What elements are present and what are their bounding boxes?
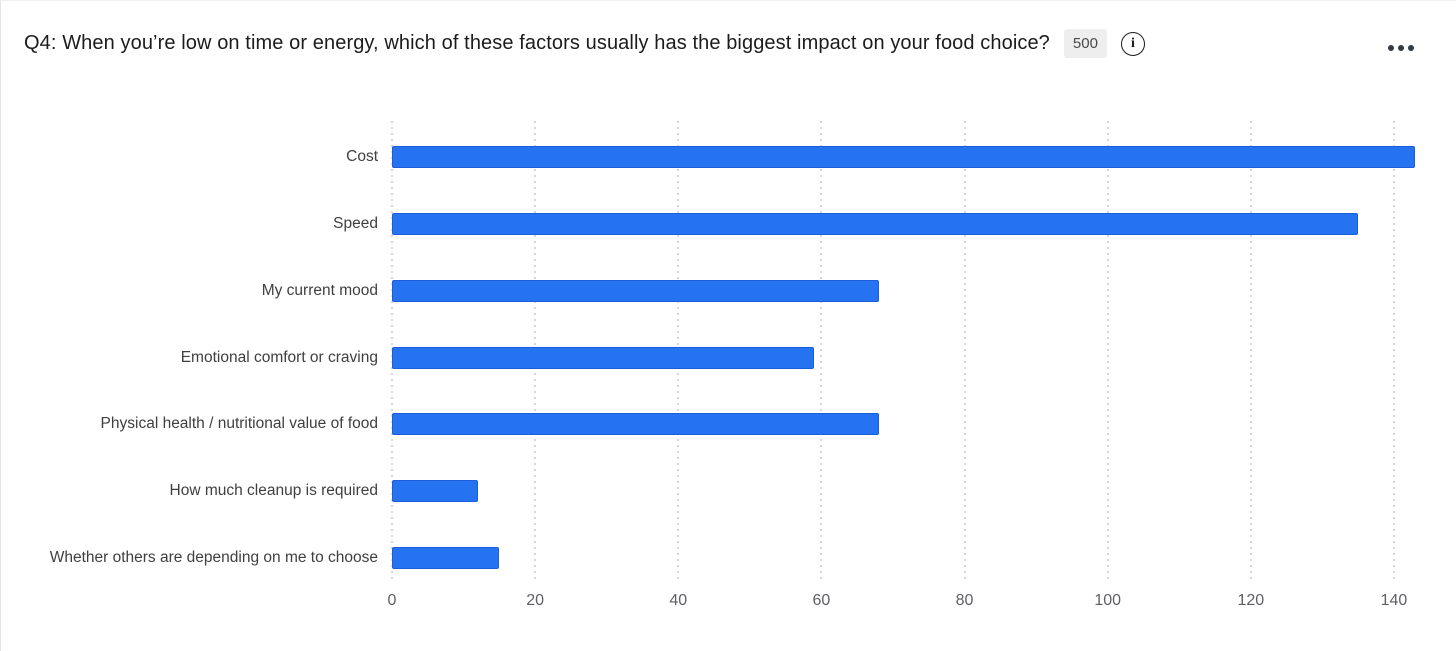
x-tick-label-80: 80 [955, 592, 974, 609]
more-options-button[interactable] [1384, 41, 1418, 55]
card-header: Q4: When you’re low on time or energy, w… [24, 29, 1376, 58]
bar-physical-health-nutritional-value-of-food[interactable] [392, 413, 879, 436]
bar-how-much-cleanup-is-required[interactable] [392, 480, 478, 503]
x-tick-label-60: 60 [812, 592, 831, 609]
x-tick-label-100: 100 [1094, 592, 1122, 609]
ellipsis-dot [1388, 45, 1394, 51]
x-tick-label-120: 120 [1237, 592, 1265, 609]
x-gridline-140 [1392, 121, 1395, 581]
category-label-whether-others-are-depending-on-me-to-choose: Whether others are depending on me to ch… [49, 549, 378, 567]
category-label-physical-health-nutritional-value-of-food: Physical health / nutritional value of f… [100, 415, 378, 433]
x-tick-label-40: 40 [669, 592, 688, 609]
x-gridline-60 [820, 121, 823, 581]
x-tick-label-20: 20 [526, 592, 545, 609]
category-label-emotional-comfort-or-craving: Emotional comfort or craving [180, 348, 378, 366]
category-label-cost: Cost [346, 148, 378, 165]
ellipsis-dot [1398, 45, 1404, 51]
x-tick-label-0: 0 [387, 592, 397, 609]
category-label-how-much-cleanup-is-required: How much cleanup is required [169, 482, 379, 500]
bar-speed[interactable] [392, 212, 1358, 235]
bar-whether-others-are-depending-on-me-to-choose[interactable] [392, 547, 499, 570]
bar-emotional-comfort-or-craving[interactable] [392, 346, 814, 369]
x-gridline-120 [1249, 121, 1252, 581]
x-tick-label-140: 140 [1380, 592, 1408, 609]
ellipsis-dot [1408, 45, 1414, 51]
x-gridline-80 [963, 121, 966, 581]
bar-my-current-mood[interactable] [392, 279, 879, 302]
response-count-badge: 500 [1063, 29, 1107, 58]
info-circle-icon[interactable]: i [1120, 31, 1145, 56]
category-label-speed: Speed [333, 214, 378, 232]
question-title: Q4: When you’re low on time or energy, w… [24, 32, 1050, 54]
x-gridline-100 [1106, 121, 1109, 581]
bar-cost[interactable] [392, 146, 1415, 168]
category-label-my-current-mood: My current mood [261, 281, 378, 299]
